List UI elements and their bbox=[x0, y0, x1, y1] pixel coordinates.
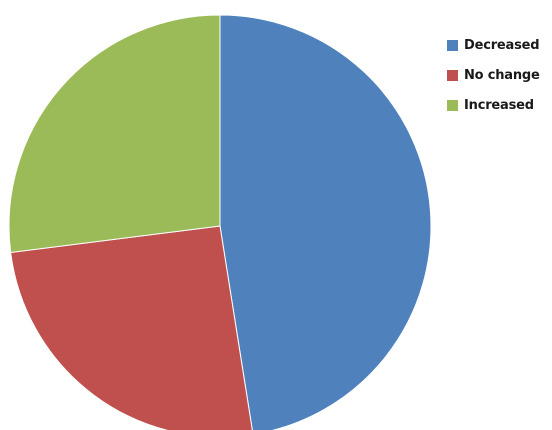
legend-item-no-change: No change bbox=[447, 67, 540, 83]
pie-slice-increased bbox=[8, 14, 221, 254]
legend-swatch-decreased bbox=[447, 39, 458, 51]
pie-slice-decreased bbox=[219, 14, 432, 430]
pie-slice-no-change bbox=[10, 225, 253, 430]
legend-swatch-increased bbox=[447, 99, 458, 111]
legend-swatch-no-change bbox=[447, 69, 458, 81]
legend: Decreased No change Increased bbox=[447, 37, 540, 113]
legend-label-no-change: No change bbox=[464, 67, 540, 83]
legend-label-increased: Increased bbox=[464, 97, 534, 113]
legend-item-decreased: Decreased bbox=[447, 37, 540, 53]
legend-item-increased: Increased bbox=[447, 97, 540, 113]
legend-label-decreased: Decreased bbox=[464, 37, 540, 53]
